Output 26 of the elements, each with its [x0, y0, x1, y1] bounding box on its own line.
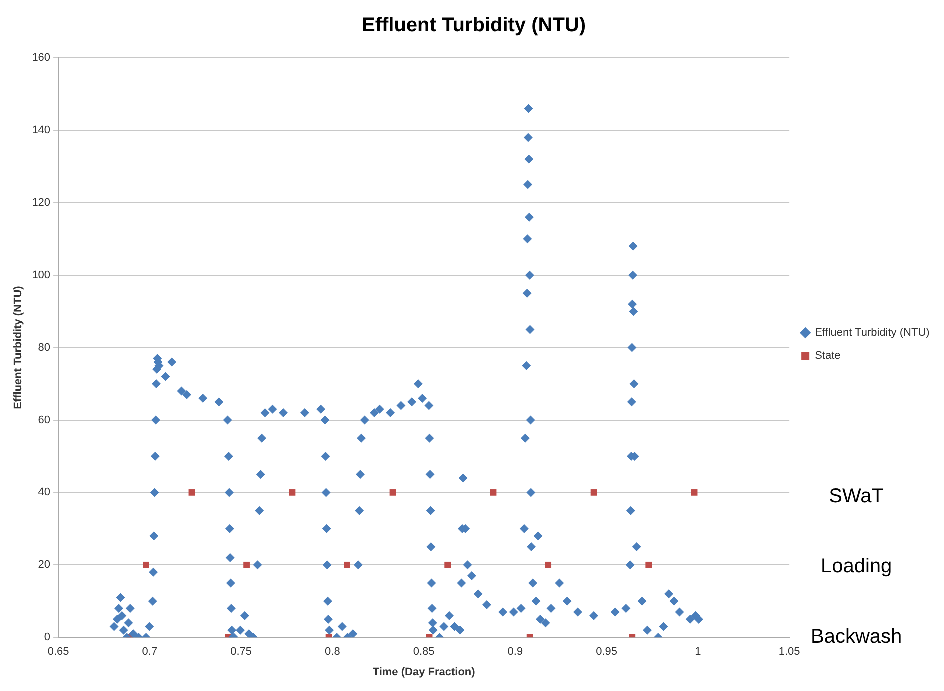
x-tick-label: 0.9: [508, 646, 524, 658]
x-axis-title: Time (Day Fraction): [372, 666, 476, 678]
y-axis-title: Effluent Turbidity (NTU): [12, 286, 25, 410]
y-tick-label: 100: [32, 269, 51, 282]
legend-label: State: [815, 350, 841, 362]
text: Loading: [820, 556, 892, 578]
x-tick-label: 1: [695, 646, 702, 658]
y-tick-label: 80: [38, 342, 51, 354]
y-tick-label: 60: [38, 414, 51, 426]
x-tick-label: 0.8: [325, 646, 340, 658]
x-tick-label: 0.85: [413, 646, 435, 658]
x-tick-label: 0.95: [596, 646, 618, 658]
x-tick-label: 0.75: [230, 646, 252, 658]
y-tick-label: 160: [32, 52, 51, 64]
y-tick-label: 20: [38, 559, 51, 572]
y-tick-label: 120: [32, 196, 51, 209]
x-tick-label: 0.7: [142, 646, 158, 658]
text: Backwash: [811, 626, 902, 648]
legend-label: Effluent Turbidity (NTU): [815, 327, 930, 340]
x-tick-label: 1.05: [778, 646, 800, 658]
chart-title: Effluent Turbidity (NTU): [362, 14, 586, 37]
y-tick-label: 140: [32, 124, 51, 136]
text: SWaT: [829, 485, 884, 508]
y-tick-label: 0: [44, 632, 51, 644]
x-tick-label: 0.65: [48, 646, 70, 658]
y-tick-label: 40: [38, 486, 51, 499]
